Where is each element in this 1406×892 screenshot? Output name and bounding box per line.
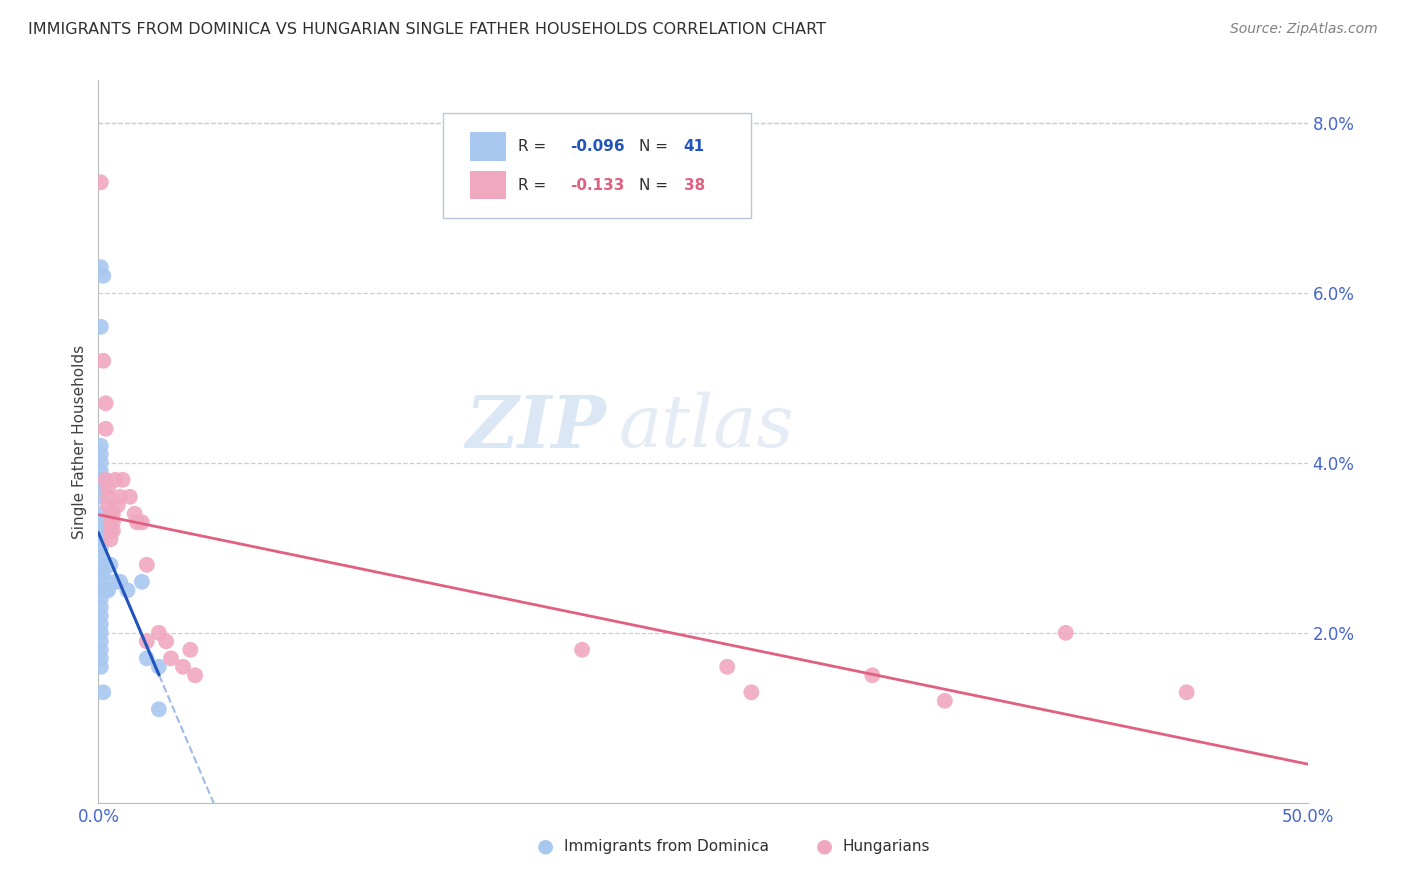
Point [91,353,114,368]
Point [101,507,124,521]
Point [91,685,114,699]
Point [934,694,956,708]
Bar [470,132,506,161]
Text: R =: R = [517,139,555,154]
Point [118,490,141,504]
Point [160,651,183,665]
Point [108,574,131,589]
Point [90,456,112,470]
Point [90,651,112,665]
Point [155,634,177,648]
Text: Hungarians: Hungarians [842,838,929,854]
Point [131,516,153,530]
Point [90,439,112,453]
Text: R =: R = [517,178,555,193]
Point [124,507,146,521]
Point [111,473,134,487]
Point [148,660,170,674]
Point [184,668,207,682]
Point [131,574,153,589]
Point [127,516,149,530]
Point [90,660,112,674]
Text: 38: 38 [683,178,704,193]
Point [107,498,129,512]
Point [104,574,127,589]
Point [740,685,762,699]
Point [90,516,112,530]
Point [860,668,883,682]
Point [90,574,112,589]
FancyBboxPatch shape [443,112,751,218]
Point [91,268,114,283]
Point [90,608,112,623]
Text: ●: ● [815,837,832,855]
Point [135,634,157,648]
Point [148,702,170,716]
Point [90,490,112,504]
Point [101,516,124,530]
Point [90,481,112,495]
Point [94,583,117,598]
Point [90,464,112,478]
Point [90,558,112,572]
Point [90,175,112,189]
Text: -0.133: -0.133 [569,178,624,193]
Point [135,651,157,665]
Y-axis label: Single Father Households: Single Father Households [72,344,87,539]
Point [97,498,120,512]
Point [1054,625,1077,640]
Point [716,660,738,674]
Point [94,473,117,487]
Text: atlas: atlas [619,392,794,462]
Text: N =: N = [638,139,673,154]
Text: ●: ● [537,837,554,855]
Text: IMMIGRANTS FROM DOMINICA VS HUNGARIAN SINGLE FATHER HOUSEHOLDS CORRELATION CHART: IMMIGRANTS FROM DOMINICA VS HUNGARIAN SI… [28,22,827,37]
Point [100,507,122,521]
Point [90,541,112,555]
Point [100,524,122,538]
Point [100,533,122,547]
Point [90,473,112,487]
Text: 41: 41 [683,139,704,154]
Point [90,583,112,598]
Point [90,319,112,334]
Point [179,642,201,657]
Point [90,447,112,461]
Point [90,566,112,581]
Text: Source: ZipAtlas.com: Source: ZipAtlas.com [1230,22,1378,37]
Point [100,516,122,530]
Point [91,566,114,581]
Point [108,490,131,504]
Point [104,473,127,487]
Point [100,558,122,572]
Text: Immigrants from Dominica: Immigrants from Dominica [564,838,769,854]
Point [90,260,112,275]
Point [90,533,112,547]
Point [90,634,112,648]
Point [117,583,139,598]
Text: N =: N = [638,178,673,193]
Point [1175,685,1198,699]
Point [571,642,593,657]
Point [90,642,112,657]
Point [97,481,120,495]
Point [90,617,112,632]
Point [94,422,117,436]
Text: ZIP: ZIP [465,392,606,463]
Point [148,625,170,640]
Point [90,549,112,564]
Point [90,507,112,521]
Point [101,524,124,538]
Point [90,625,112,640]
Point [172,660,194,674]
Point [97,583,120,598]
Point [94,396,117,410]
Point [135,558,157,572]
Text: -0.096: -0.096 [569,139,624,154]
Point [97,490,120,504]
Point [90,600,112,615]
Point [90,591,112,606]
Bar [470,170,506,200]
Point [90,524,112,538]
